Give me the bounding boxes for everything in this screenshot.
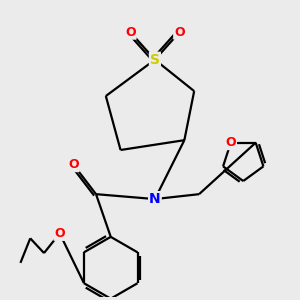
Text: O: O xyxy=(174,26,185,39)
Text: O: O xyxy=(54,227,65,240)
Text: O: O xyxy=(125,26,136,39)
Text: N: N xyxy=(149,192,161,206)
Text: O: O xyxy=(226,136,236,149)
Text: S: S xyxy=(150,53,160,67)
Text: O: O xyxy=(68,158,79,171)
